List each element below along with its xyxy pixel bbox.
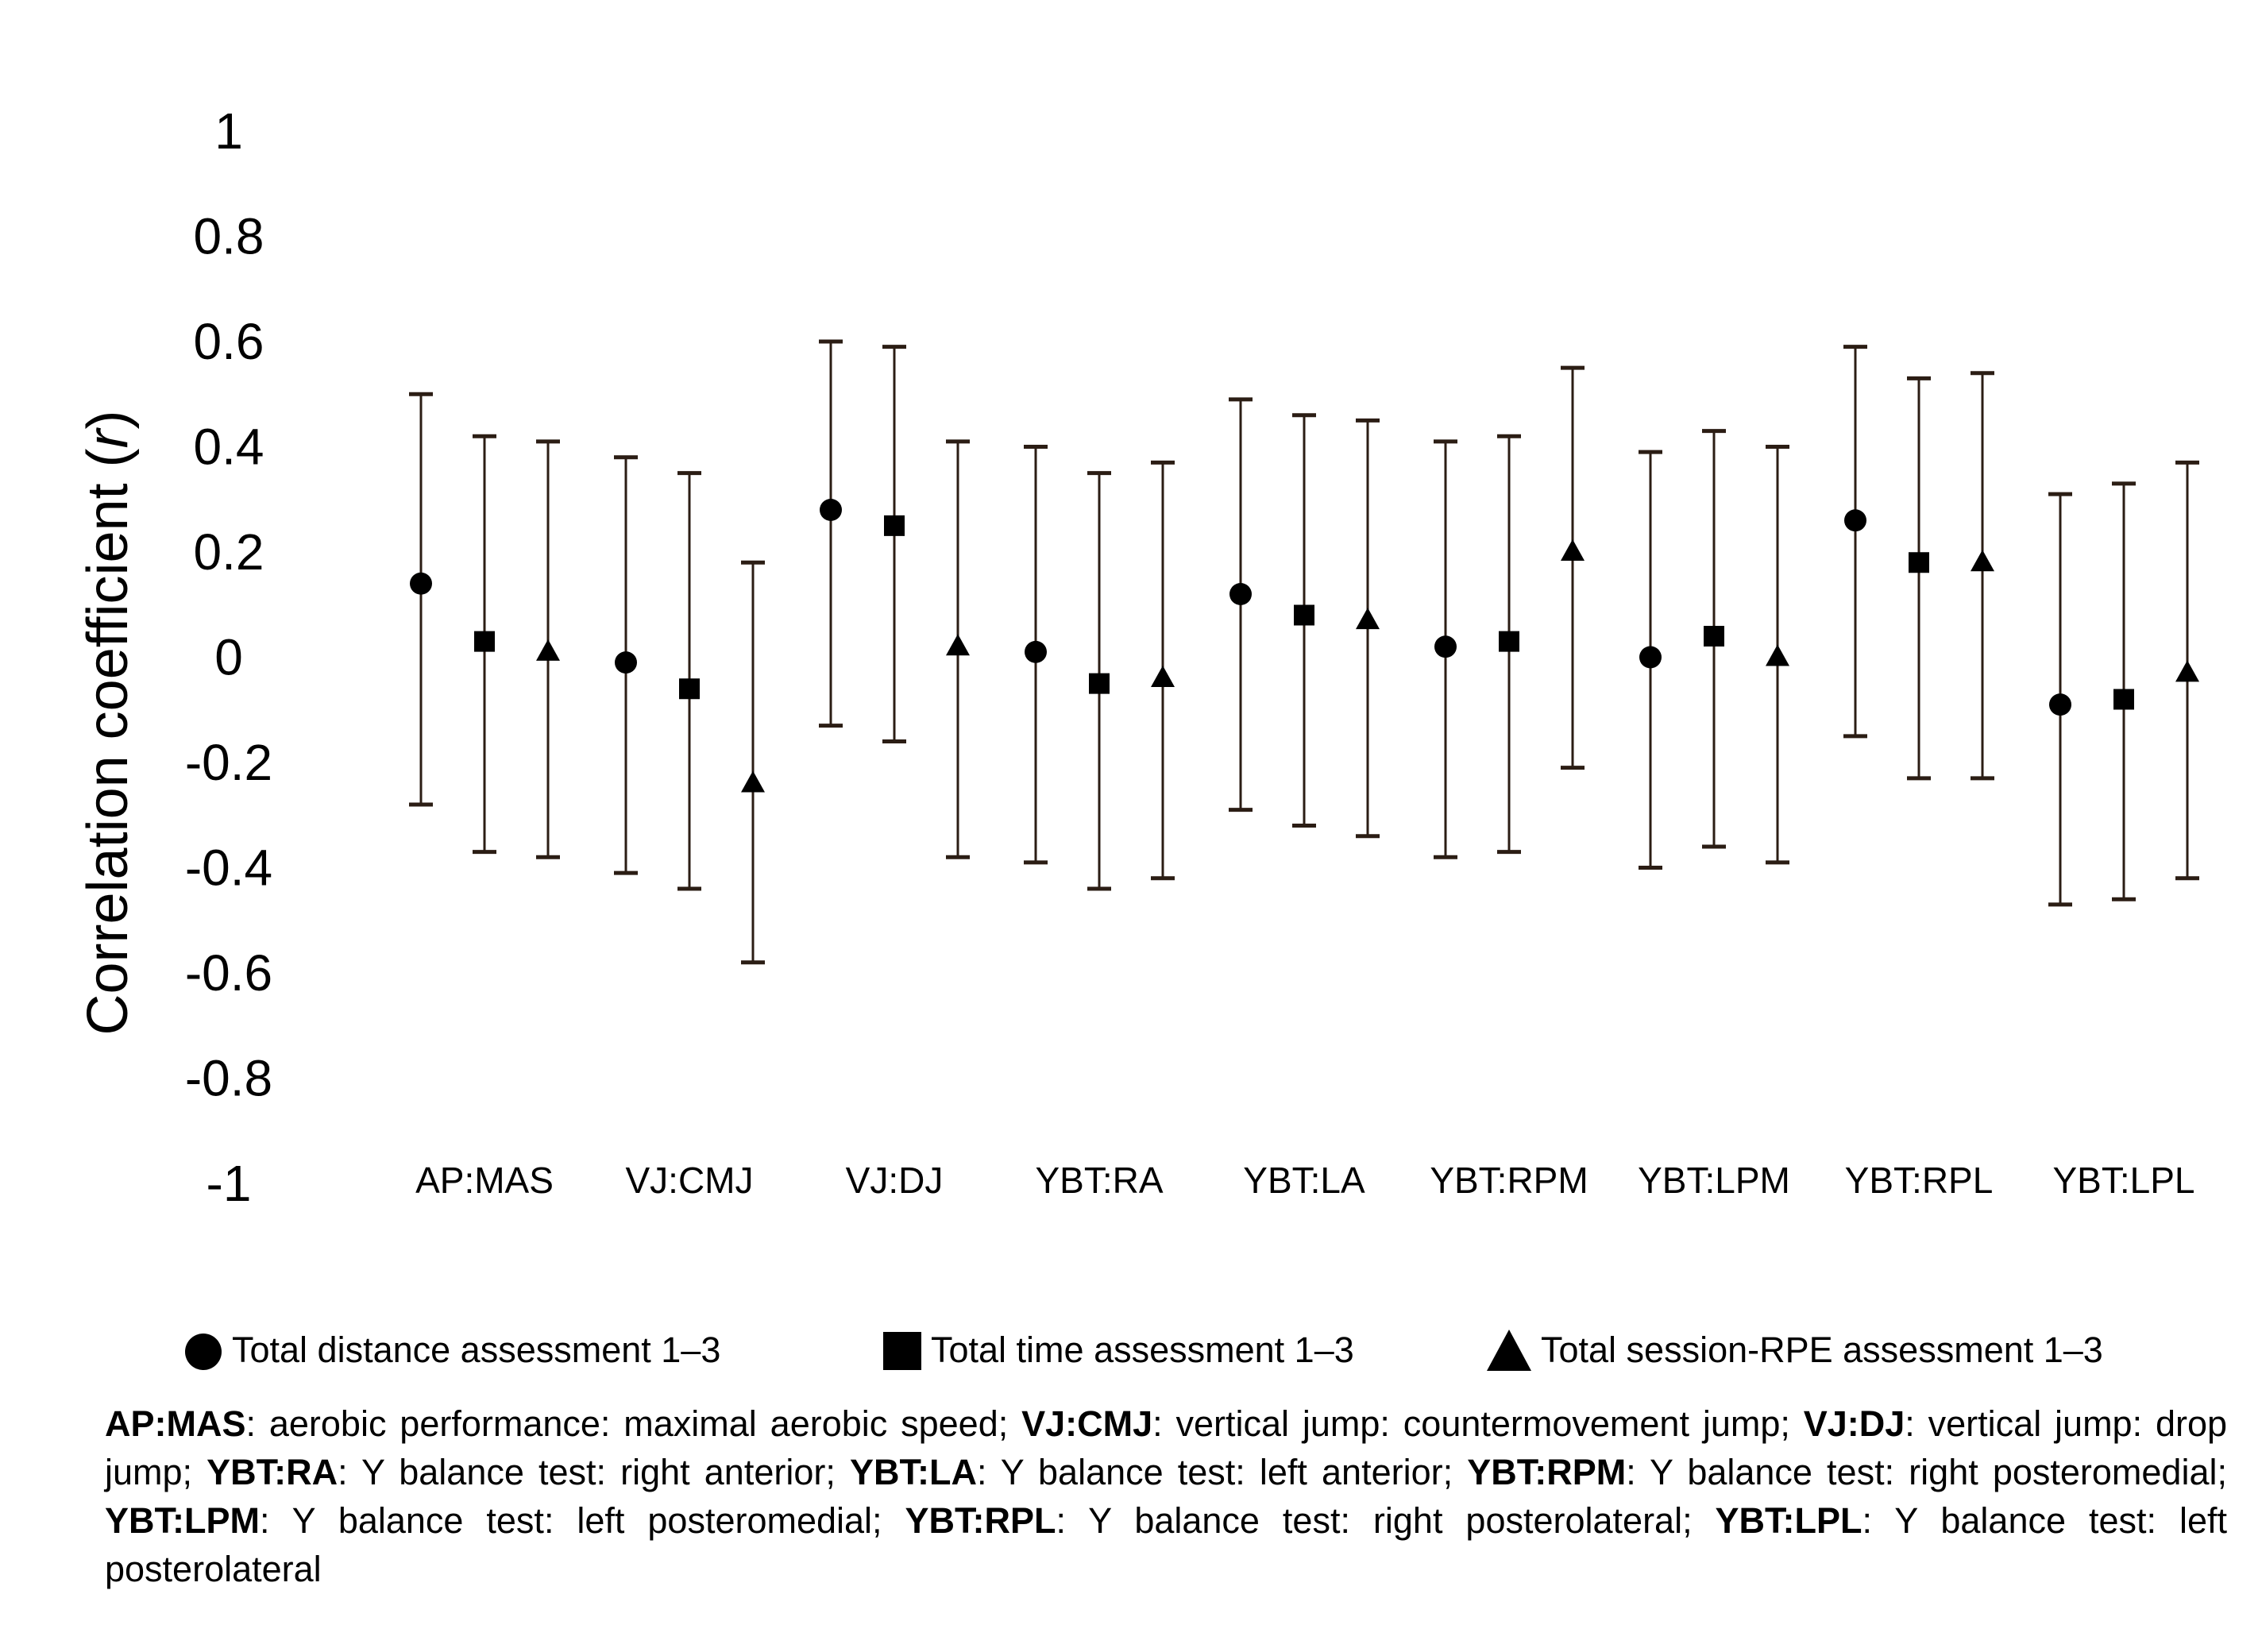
data-point-circle — [2049, 693, 2071, 716]
footnote-definition: : aerobic performance: maximal aerobic s… — [245, 1403, 1022, 1444]
legend: Total distance assessment 1–3 Total time… — [183, 1318, 2248, 1382]
data-point-square — [1089, 673, 1110, 694]
footnote-definition: : Y balance test: left posteromedial; — [260, 1500, 905, 1541]
data-point-triangle — [1356, 608, 1380, 630]
circle-marker-icon — [185, 1334, 222, 1370]
data-point-circle — [820, 499, 842, 521]
footnote-abbreviation: YBT:RA — [207, 1452, 338, 1492]
footnote-abbreviation: YBT:RPM — [1467, 1452, 1627, 1492]
data-point-triangle — [1151, 666, 1175, 687]
y-tick-label: 0.4 — [194, 419, 264, 476]
y-axis-label: Correlation coefficient (r) — [76, 411, 140, 1036]
data-point-square — [1909, 552, 1929, 573]
data-point-square — [679, 678, 700, 700]
data-point-triangle — [2175, 660, 2199, 682]
data-point-square — [2113, 689, 2134, 710]
footnote-definition: : vertical jump: drop jump; — [105, 1403, 2228, 1492]
y-tick-label: -0.6 — [185, 944, 272, 1002]
chart-plot: 1 0.8 0.6 0.4 0.2 0 -0.2 -0.4 -0.6 -0.8 -1 Correla… — [76, 102, 2199, 1212]
footnote-abbreviation: YBT:LPM — [105, 1500, 260, 1541]
y-tick-label: -0.4 — [185, 840, 272, 897]
x-tick-label: YBT:LA — [1243, 1160, 1365, 1201]
footnote-abbreviation: AP:MAS — [105, 1403, 246, 1444]
footnote-abbreviation: YBT:LA — [849, 1452, 977, 1492]
y-axis-ticks: 1 0.8 0.6 0.4 0.2 0 -0.2 -0.4 -0.6 -0.8 -1 — [185, 102, 272, 1212]
data-point-triangle — [946, 634, 970, 656]
x-tick-label: VJ:DJ — [846, 1160, 944, 1201]
y-tick-label: 0.2 — [194, 523, 264, 581]
data-point-triangle — [741, 770, 765, 793]
figure-footnote: AP:MAS: aerobic performance: maximal aer… — [105, 1399, 2227, 1593]
legend-item-distance: Total distance assessment 1–3 — [183, 1318, 720, 1382]
footnote-abbreviation: YBT:LPL — [1715, 1500, 1862, 1541]
x-tick-label: YBT:RPM — [1430, 1160, 1588, 1201]
legend-item-rpe: Total session-RPE assessment 1–3 — [1485, 1318, 2103, 1382]
data-point-square — [474, 631, 495, 652]
x-tick-label: VJ:CMJ — [626, 1160, 754, 1201]
data-marks — [409, 339, 2199, 965]
y-tick-label: -1 — [207, 1155, 252, 1212]
y-tick-label: 0 — [214, 629, 243, 686]
footnote-definition: : Y balance test: right posterolateral; — [1056, 1500, 1716, 1541]
square-marker-icon — [883, 1332, 921, 1370]
footnote-definition: : vertical jump: countermovement jump; — [1152, 1403, 1804, 1444]
data-point-triangle — [1561, 539, 1585, 561]
data-point-square — [884, 515, 905, 536]
x-tick-label: YBT:RA — [1035, 1160, 1163, 1201]
y-tick-label: 1 — [214, 102, 243, 160]
data-point-circle — [410, 572, 432, 595]
data-point-square — [1294, 604, 1314, 626]
data-point-triangle — [1971, 550, 1994, 572]
data-point-circle — [1025, 640, 1047, 663]
y-tick-label: -0.8 — [185, 1050, 272, 1107]
data-point-circle — [1229, 583, 1252, 605]
data-point-circle — [615, 651, 637, 674]
legend-label-distance: Total distance assessment 1–3 — [232, 1330, 721, 1370]
data-point-triangle — [536, 639, 560, 661]
footnote-definition: : Y balance test: left posterolateral — [105, 1500, 2227, 1589]
footnote-abbreviation: VJ:CMJ — [1021, 1403, 1153, 1444]
data-point-square — [1499, 631, 1519, 652]
data-point-circle — [1844, 509, 1866, 532]
y-tick-label: 0.8 — [194, 208, 264, 265]
legend-label-rpe: Total session-RPE assessment 1–3 — [1541, 1330, 2103, 1370]
x-axis-ticks: AP:MAS VJ:CMJ VJ:DJ YBT:RA YBT:LA YBT:RPM YBT:… — [415, 1160, 2194, 1201]
data-point-square — [1704, 626, 1724, 647]
footnote-definition: : Y balance test: right anterior; — [338, 1452, 850, 1492]
legend-label-time: Total time assessment 1–3 — [931, 1330, 1354, 1370]
x-tick-label: YBT:LPM — [1638, 1160, 1790, 1201]
x-tick-label: YBT:RPL — [1845, 1160, 1994, 1201]
legend-item-time: Total time assessment 1–3 — [882, 1318, 1354, 1382]
y-tick-label: 0.6 — [194, 313, 264, 370]
footnote-definition: : Y balance test: left anterior; — [976, 1452, 1468, 1492]
data-point-circle — [1434, 635, 1457, 658]
x-tick-label: YBT:LPL — [2053, 1160, 2195, 1201]
data-point-triangle — [1766, 644, 1789, 666]
y-tick-label: -0.2 — [185, 734, 272, 791]
footnote-definition: : Y balance test: right posteromedial; — [1626, 1452, 2227, 1492]
x-tick-label: AP:MAS — [415, 1160, 554, 1201]
footnote-abbreviation: VJ:DJ — [1803, 1403, 1905, 1444]
data-point-circle — [1639, 646, 1662, 669]
triangle-marker-icon — [1487, 1330, 1531, 1371]
footnote-abbreviation: YBT:RPL — [905, 1500, 1056, 1541]
